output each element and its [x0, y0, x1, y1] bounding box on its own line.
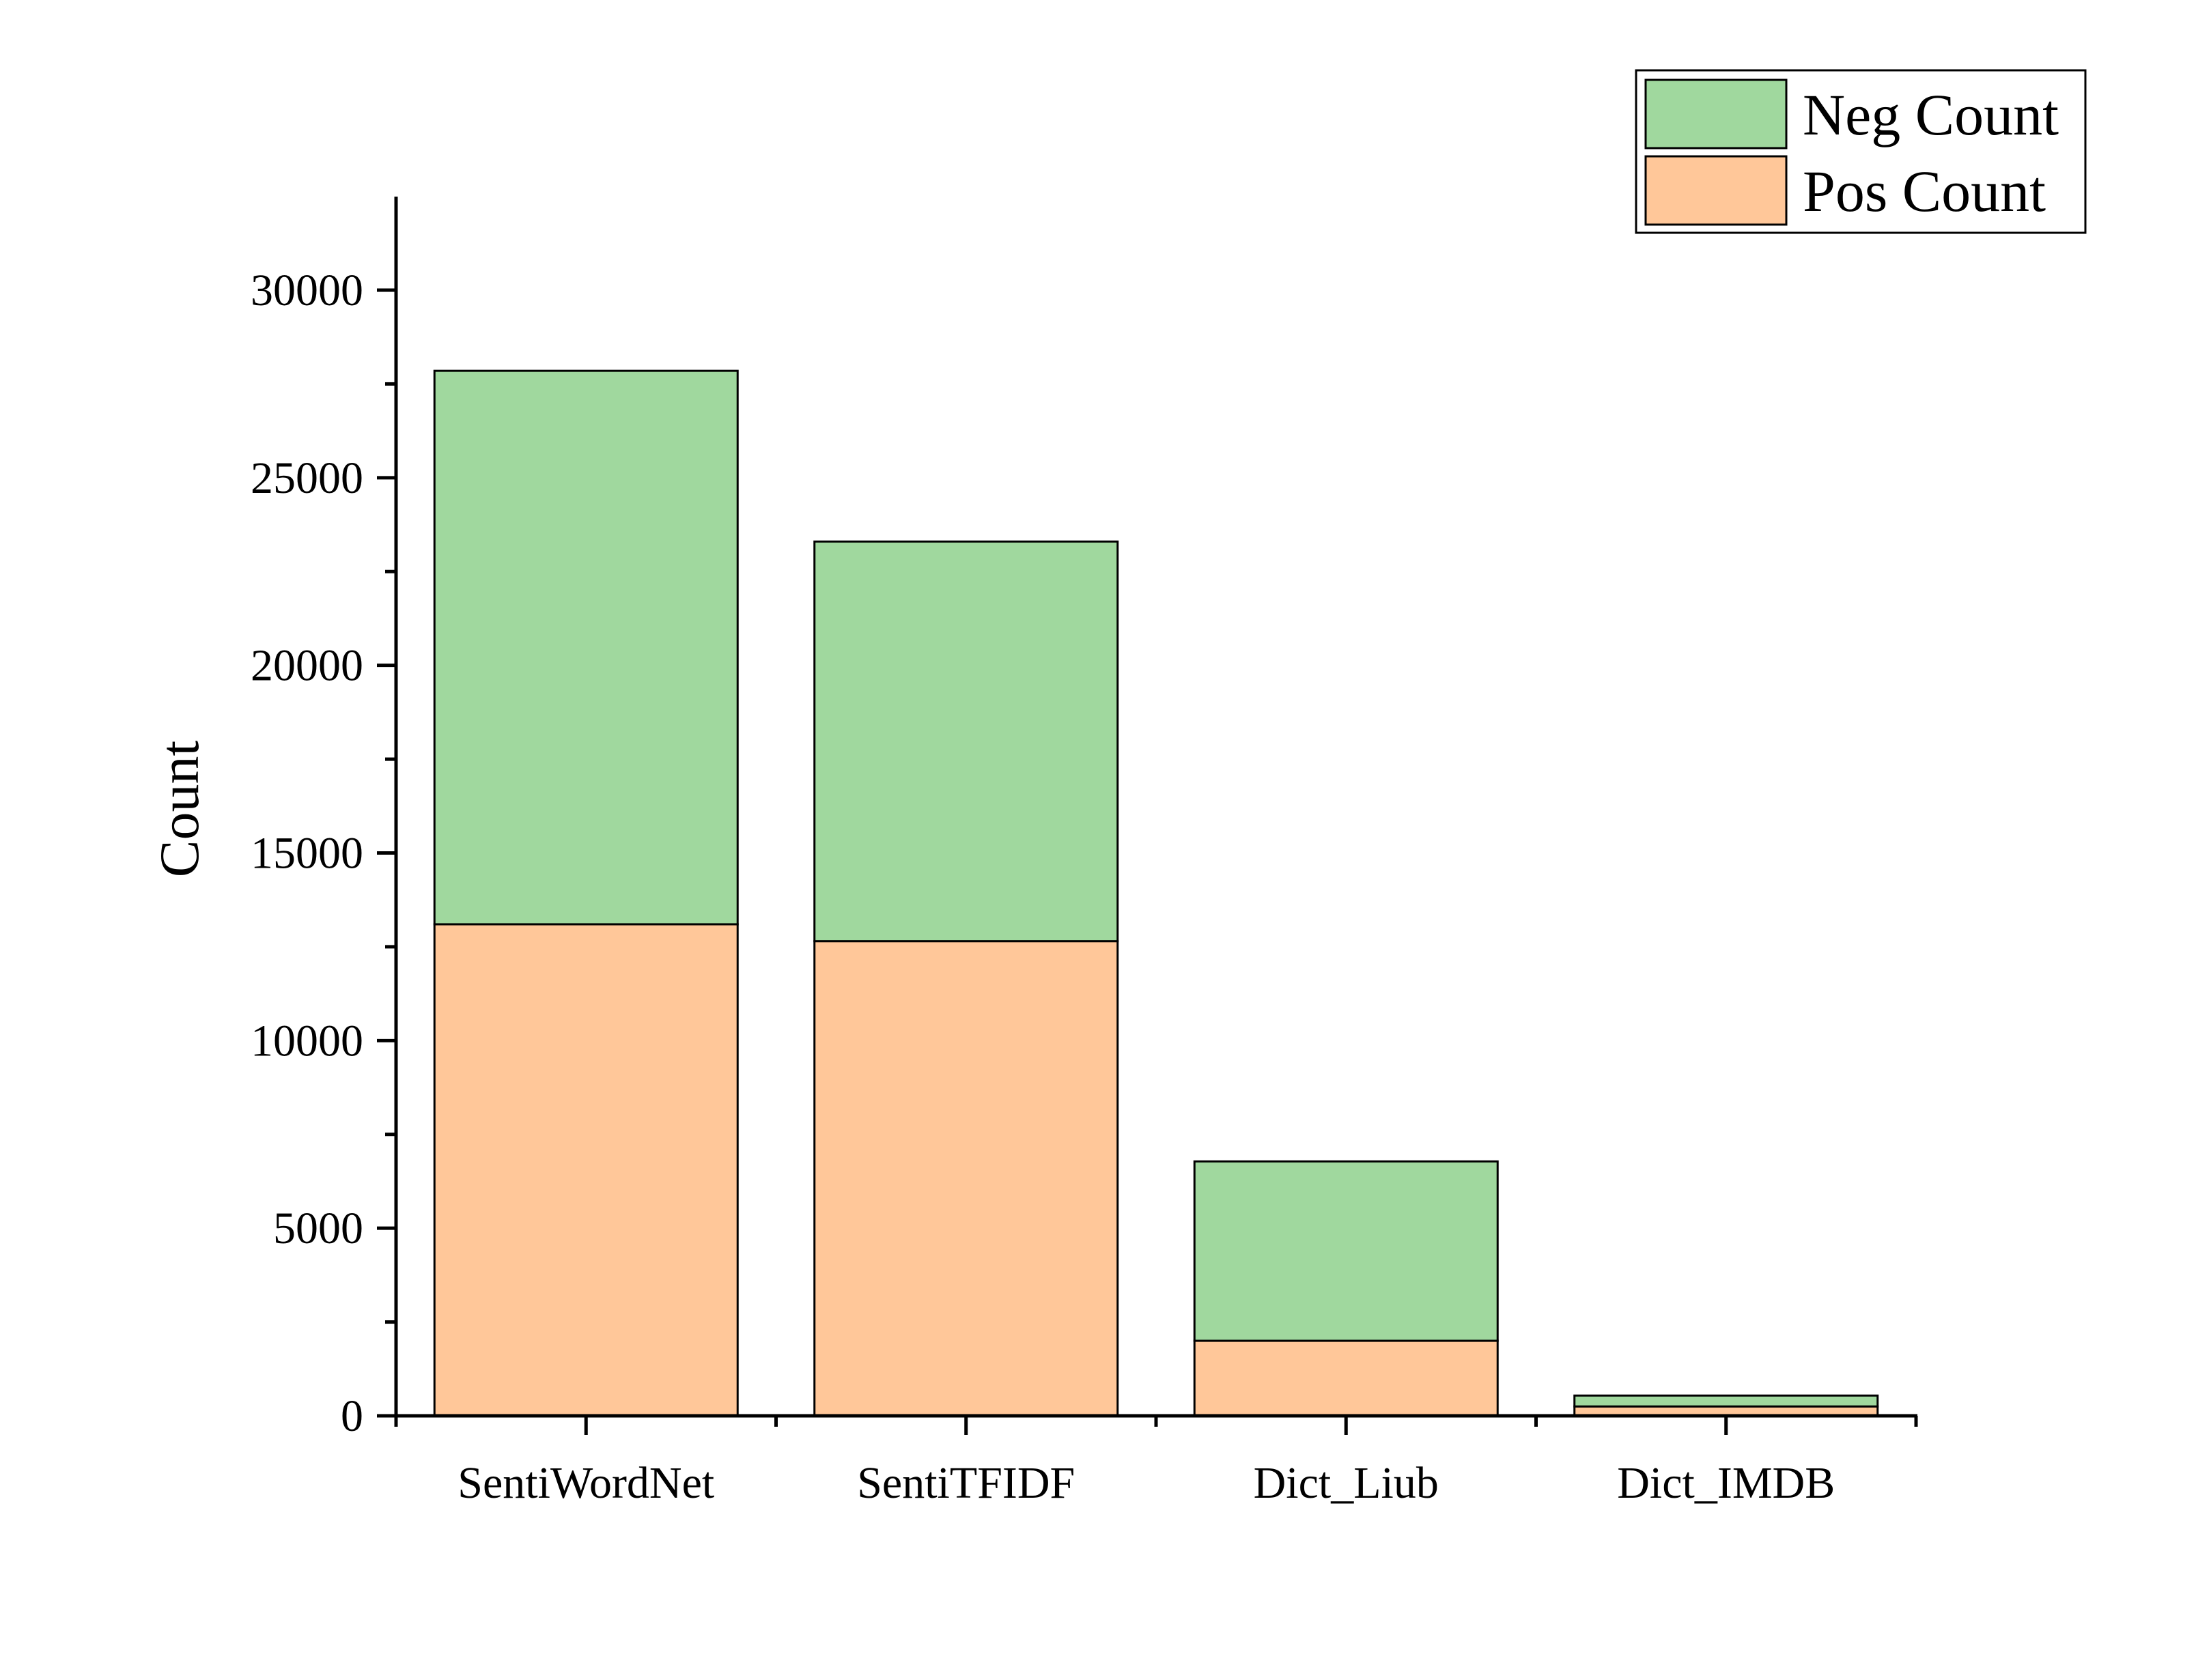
- y-tick-label: 30000: [251, 266, 363, 315]
- x-tick-label: Dict_Liub: [1254, 1458, 1439, 1508]
- y-tick-label: 0: [341, 1391, 363, 1441]
- bars-layer: [433, 369, 1879, 1417]
- axes-layer: SentiWordNet SentiTFIDF Dict_Liub Dict_IMDB…: [251, 197, 1918, 1508]
- x-tick-label: SentiTFIDF: [857, 1458, 1075, 1508]
- bar-Dict_IMDB-neg-count: [1573, 1394, 1879, 1408]
- legend-label: Neg Count: [1803, 82, 2059, 147]
- legend: Neg Count Pos Count: [1635, 69, 2087, 234]
- legend-swatch-pos-count: [1644, 155, 1788, 226]
- y-tick-label: 5000: [273, 1204, 363, 1253]
- legend-label: Pos Count: [1803, 158, 2046, 224]
- bar-SentiWordNet-neg-count: [433, 369, 739, 926]
- y-tick-label: 15000: [251, 829, 363, 879]
- bar-Dict_Liub-neg-count: [1193, 1160, 1499, 1342]
- bar-SentiTFIDF-pos-count: [813, 940, 1119, 1417]
- legend-swatch-neg-count: [1644, 79, 1788, 150]
- bar-SentiWordNet-pos-count: [433, 923, 739, 1417]
- y-tick-label: 20000: [251, 641, 363, 691]
- x-tick-label: Dict_IMDB: [1617, 1458, 1835, 1508]
- y-tick-label: 10000: [251, 1016, 363, 1066]
- y-tick-label: 25000: [251, 453, 363, 503]
- bar-SentiTFIDF-neg-count: [813, 540, 1119, 943]
- bar-Dict_Liub-pos-count: [1193, 1339, 1499, 1417]
- y-axis-label: Count: [148, 741, 210, 878]
- x-tick-label: SentiWordNet: [458, 1458, 714, 1508]
